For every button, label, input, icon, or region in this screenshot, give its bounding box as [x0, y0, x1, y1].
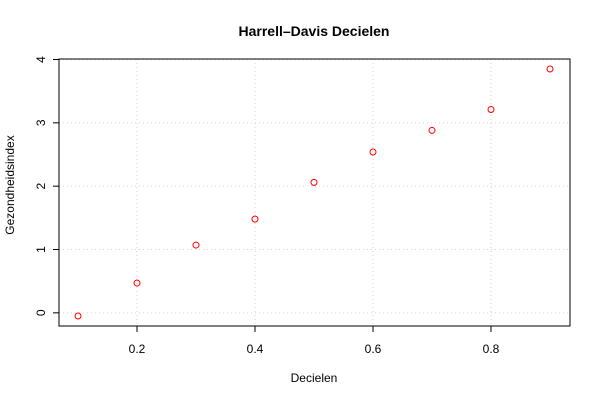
y-tick-label: 2 [34, 183, 48, 190]
data-point [310, 178, 318, 186]
data-point [369, 148, 377, 156]
y-tick-label: 0 [34, 309, 48, 316]
x-tick-label: 0.8 [483, 342, 500, 356]
y-tick-label: 4 [34, 56, 48, 63]
plot-frame [58, 58, 571, 327]
x-tick-label: 0.6 [365, 342, 382, 356]
chart-title: Harrell–Davis Decielen [239, 23, 390, 39]
data-points [74, 65, 554, 320]
axes: 0.2 0.4 0.6 0.8 0 1 2 3 4 [34, 56, 500, 356]
data-point [133, 279, 141, 287]
data-point [487, 106, 495, 114]
y-tick-label: 1 [34, 246, 48, 253]
y-tick-label: 3 [34, 119, 48, 126]
x-tick-label: 0.2 [129, 342, 146, 356]
x-tick-label: 0.4 [247, 342, 264, 356]
x-axis-label: Decielen [291, 371, 338, 385]
data-point [74, 312, 82, 320]
y-axis-label: Gezondheidsindex [3, 135, 17, 234]
data-point [192, 241, 200, 249]
grid-lines [59, 59, 570, 326]
data-point [428, 126, 436, 134]
data-point [546, 65, 554, 73]
data-point [251, 215, 259, 223]
